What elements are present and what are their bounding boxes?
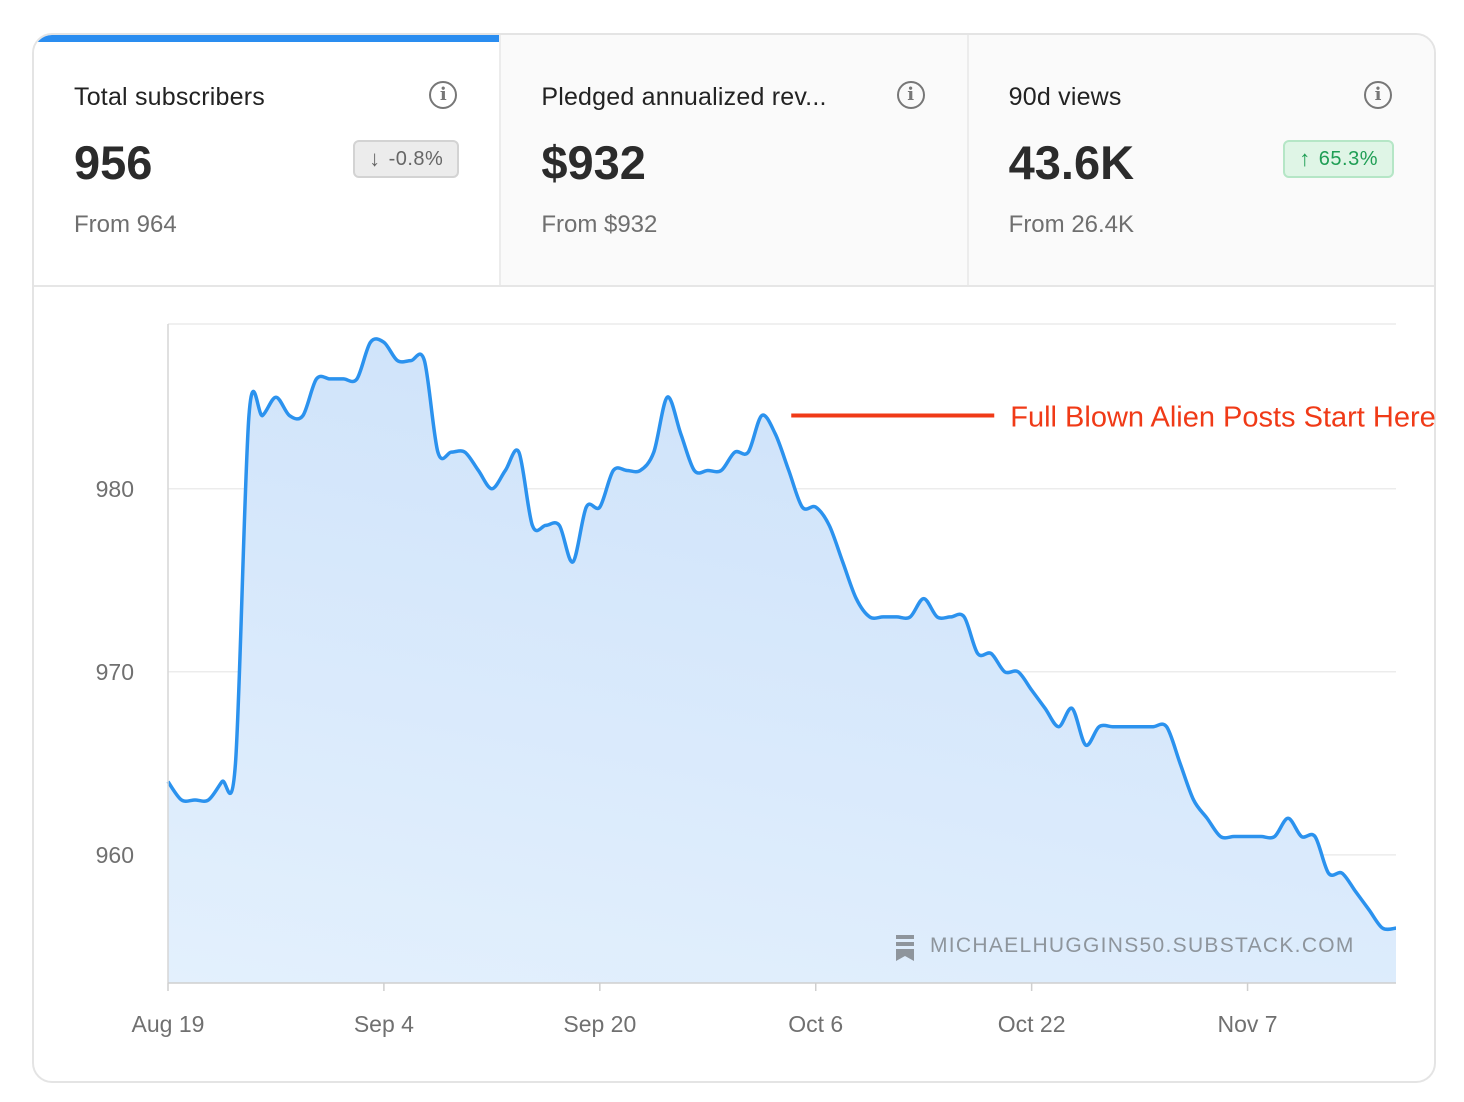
area-fill — [168, 338, 1396, 983]
watermark-text: MICHAELHUGGINS50.SUBSTACK.COM — [930, 934, 1355, 957]
x-tick-label: Sep 4 — [354, 1011, 414, 1037]
stat-total-subscribers[interactable]: Total subscribers i 956 ↓ -0.8% From 964 — [34, 35, 500, 285]
stat-value: 956 — [74, 136, 153, 189]
chart-axes — [167, 324, 1396, 984]
stats-row: Total subscribers i 956 ↓ -0.8% From 964… — [34, 35, 1434, 287]
x-tick-label: Nov 7 — [1218, 1011, 1278, 1037]
stat-value: 43.6K — [1008, 136, 1135, 189]
stat-label: 90d views — [1008, 83, 1122, 111]
delta-text: -0.8% — [388, 147, 444, 170]
series-line — [166, 337, 1397, 932]
info-circle-icon[interactable]: i — [896, 81, 925, 109]
stat-label: Total subscribers — [74, 83, 265, 111]
stat-value: $932 — [541, 136, 646, 189]
stat-90d-views[interactable]: 90d views i 43.6K ↑ 65.3% From 26.4K — [966, 35, 1434, 285]
stat-from: From $932 — [541, 211, 658, 238]
stat-from: From 26.4K — [1008, 211, 1135, 238]
info-circle-icon[interactable]: i — [1363, 81, 1392, 109]
x-tick-label: Oct 6 — [788, 1011, 843, 1037]
delta-badge: ↑ 65.3% — [1283, 140, 1394, 178]
stat-pledged-revenue[interactable]: Pledged annualized rev... i $932 From $9… — [499, 35, 967, 285]
substack-logo-icon — [896, 935, 914, 961]
stat-from: From 964 — [74, 211, 177, 238]
y-tick-label: 970 — [96, 659, 134, 685]
y-axis-labels: 960 970 980 — [96, 476, 134, 868]
arrow-down-icon: ↓ — [369, 146, 381, 171]
y-tick-label: 980 — [96, 476, 134, 502]
annotation: Full Blown Alien Posts Start Here — [791, 402, 1436, 434]
x-tick-label: Aug 19 — [132, 1011, 205, 1037]
x-tick-label: Sep 20 — [563, 1011, 636, 1037]
x-tick-label: Oct 22 — [998, 1011, 1066, 1037]
active-tab-indicator — [34, 35, 500, 42]
stat-label: Pledged annualized rev... — [541, 83, 827, 111]
y-tick-label: 960 — [96, 842, 134, 868]
x-axis-labels: Aug 19 Sep 4 Sep 20 Oct 6 Oct 22 Nov 7 — [132, 983, 1278, 1037]
annotation-text: Full Blown Alien Posts Start Here — [1010, 402, 1436, 434]
delta-text: 65.3% — [1318, 147, 1378, 170]
delta-badge: ↓ -0.8% — [353, 140, 460, 178]
watermark: MICHAELHUGGINS50.SUBSTACK.COM — [896, 934, 1355, 961]
info-circle-icon[interactable]: i — [429, 81, 458, 109]
arrow-up-icon: ↑ — [1299, 146, 1311, 171]
